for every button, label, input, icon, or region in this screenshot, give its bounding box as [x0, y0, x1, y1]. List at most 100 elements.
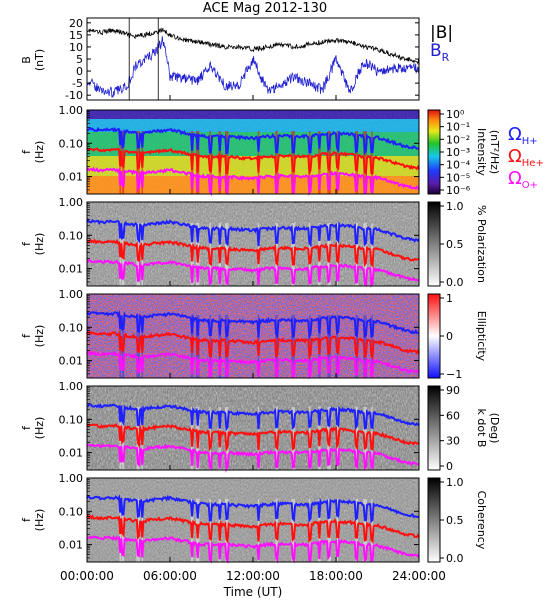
gyrofrequency-line-he: [86, 513, 420, 545]
y-ticks: 1.00 0.10 0.01: [59, 472, 419, 563]
colorbar-kdotb: [427, 385, 441, 471]
colorbar-tick-label: 0: [446, 330, 453, 343]
gyrofrequency-line-o: [86, 443, 420, 474]
dropout-streak: [371, 223, 373, 286]
colorbar-tick-label: 0: [446, 460, 453, 473]
legend-omega-he-sub: He+: [522, 158, 544, 169]
ellipticity-overlay: [86, 309, 420, 380]
legend-omega-h-sub: H+: [522, 136, 538, 147]
colorbar-ticks: 1.0 0.5 0.0: [440, 200, 464, 289]
colorbar-label-line2: (nT²/Hz): [488, 130, 501, 174]
gyrofrequency-line-h: [86, 126, 420, 156]
colorbar-tick-label: 90: [446, 384, 460, 397]
panel-polarization: 1.00 0.10 0.01 f (Hz) 1.0 0.5 0.0 % Polariza…: [20, 196, 488, 289]
dropout-streak: [224, 407, 229, 470]
panel-kdotb: 1.00 0.10 0.01 f (Hz) 90 60 30 0 k dot B (Deg…: [20, 380, 501, 474]
gyrofrequency-line-o: [86, 166, 420, 197]
legend-omega-h-main: Ω: [508, 124, 522, 145]
y-tick-label: 0.01: [59, 171, 84, 184]
y-tick-label: 1.00: [59, 472, 84, 485]
dropout-streak: [371, 407, 373, 470]
colorbar-ellipticity: [427, 293, 441, 379]
gyrofrequency-line-he: [86, 423, 420, 453]
legend-omega-h: ΩH+: [508, 124, 538, 147]
y-tick-label: 0.01: [59, 447, 84, 460]
colorbar-tick-label: 10⁻²: [446, 133, 470, 146]
y-tick-label: -10: [65, 89, 83, 102]
y-tick-label: 0.01: [59, 263, 84, 276]
y-axis-label-line2: (Hz): [33, 141, 46, 164]
spectrum-overlay: [86, 126, 420, 197]
y-tick-label: -5: [72, 77, 83, 90]
colorbar-tick-label: 1: [446, 292, 453, 305]
y-tick-label: 1.00: [59, 196, 84, 209]
y-tick-label: 0.10: [59, 505, 84, 518]
y-tick-label: 0.01: [59, 355, 84, 368]
chart-title: ACE Mag 2012-130: [203, 1, 327, 16]
colorbar-label: Coherency: [475, 491, 488, 550]
y-ticks: 1.00 0.10 0.01: [59, 380, 419, 471]
gyrofrequency-line-o: [86, 535, 420, 564]
x-axis: 00:00:00 06:00:00 12:00:00 18:00:00 24:00:00: [60, 95, 446, 583]
colorbar-label-line1: k dot B: [475, 409, 488, 448]
legend-label-br: BR: [430, 41, 450, 64]
colorbar-label: % Polarization: [475, 205, 488, 283]
gyrofrequency-line-h: [86, 402, 420, 432]
b-series-group: [86, 18, 420, 100]
colorbar-tick-label: 0.0: [446, 276, 464, 289]
colorbar-tick-label: 10⁰: [446, 108, 465, 121]
y-axis-label-line1: f: [20, 517, 33, 522]
y-tick-label: 0.01: [59, 539, 84, 552]
colorbar-intensity: [427, 109, 441, 195]
legend-br-main: B: [430, 41, 442, 61]
dropout-streak: [371, 499, 373, 562]
series-line-br: [86, 36, 420, 99]
y-axis-label-line2: (Hz): [33, 325, 46, 348]
panel-ellipticity: 1.00 0.10 0.01 f (Hz) 1 0 −1 Ellipticity: [20, 288, 488, 381]
colorbar-polarization: [427, 201, 441, 287]
y-ticks: 1.00 0.10 0.01: [59, 104, 419, 195]
y-axis-label-line2: (nT): [33, 49, 46, 71]
y-tick-label: 0: [76, 65, 83, 78]
y-axis-label-line1: f: [20, 241, 33, 246]
legend-br-sub: R: [442, 51, 450, 64]
dropout-streak: [371, 315, 373, 378]
colorbar-ticks: 1.0 0.5 0.0: [440, 476, 464, 565]
colorbar-tick-label: 1.0: [446, 476, 464, 489]
gyrofrequency-line-he: [86, 147, 420, 177]
colorbar-label-line2: (Deg): [488, 413, 501, 444]
colorbar-ticks: 1 0 −1: [440, 292, 462, 381]
colorbar-tick-label: 30: [446, 435, 460, 448]
legend-omega-o-main: Ω: [508, 168, 522, 189]
dropout-streak: [224, 223, 229, 286]
y-tick-label: 0.10: [59, 229, 84, 242]
dropout-streak: [308, 407, 311, 470]
dropout-streak: [209, 315, 211, 378]
dropout-streak: [224, 131, 229, 194]
colorbar-label-line1: Intensity: [475, 128, 488, 176]
legend-omega-o-sub: O+: [522, 180, 538, 191]
y-tick-label: 5: [76, 53, 83, 66]
dropout-streak: [371, 131, 373, 194]
legend-omega-o: ΩO+: [508, 168, 538, 191]
coherency-overlay: [86, 494, 420, 564]
gyrofrequency-line-he: [86, 330, 420, 362]
y-axis-label-line1: B: [20, 56, 33, 64]
y-tick-label: 10: [69, 41, 83, 54]
y-ticks: 1.00 0.10 0.01: [59, 288, 419, 379]
x-tick-label: 00:00:00: [60, 569, 114, 583]
x-tick-label: 24:00:00: [392, 569, 446, 583]
panel-coherency: 1.00 0.10 0.01 f (Hz) 1.0 0.5 0.0 Coherency: [20, 472, 488, 565]
y-ticks: 1.00 0.10 0.01: [59, 196, 419, 287]
y-axis-label-line1: f: [20, 333, 33, 338]
y-tick-label: 1.00: [59, 380, 84, 393]
x-tick-label: 18:00:00: [309, 569, 363, 583]
gyrofrequency-line-h: [86, 494, 420, 524]
colorbar-tick-label: 0.0: [446, 552, 464, 565]
x-tick-label: 06:00:00: [143, 569, 197, 583]
colorbar-ticks: 90 60 30 0: [440, 384, 460, 473]
panel-spectrum: 1.000.100.01 f (Hz) 10⁰10⁻¹10⁻²10⁻³10⁻⁴1…: [20, 104, 544, 197]
